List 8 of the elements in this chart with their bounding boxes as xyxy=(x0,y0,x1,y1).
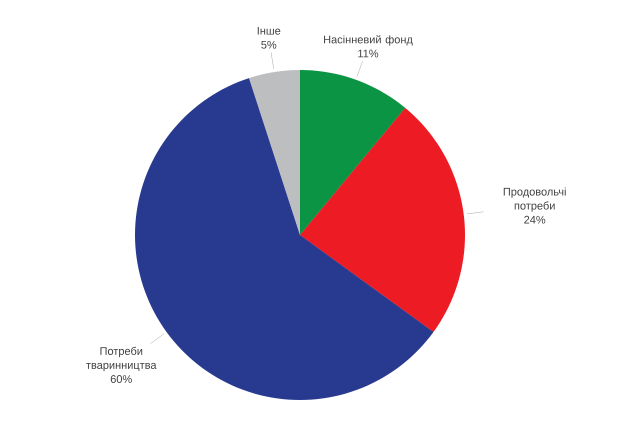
data-label: 60% xyxy=(110,375,132,383)
slice-label: Насінневий фонд xyxy=(324,35,413,46)
slice-label: Потреби тваринництва xyxy=(86,346,157,372)
data-label: 5% xyxy=(261,40,276,49)
slice-label: Інше xyxy=(258,26,280,35)
data-label: 24% xyxy=(524,216,546,224)
data-label: 11% xyxy=(358,50,378,58)
slice-label: Продовольчі потреби xyxy=(504,188,566,212)
